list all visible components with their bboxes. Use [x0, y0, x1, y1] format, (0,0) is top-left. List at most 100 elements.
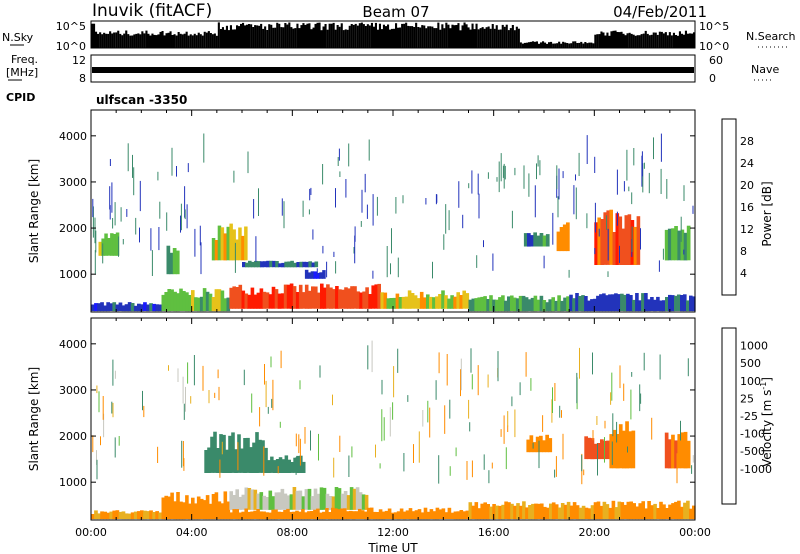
nsky-bar-34	[159, 31, 162, 48]
velocity-cell-10-2	[671, 434, 675, 469]
power-cell-3-28	[314, 286, 318, 309]
nsky-bar-224	[542, 41, 545, 48]
power-cell-9-2	[248, 260, 252, 268]
nsky-bar-35	[161, 31, 164, 48]
power-cell-6-4	[581, 295, 585, 312]
velocity-cell-3-3	[238, 512, 242, 520]
velocity-cell-4-40	[587, 508, 592, 520]
nsky-bar-59	[209, 33, 212, 48]
power-speckle-50	[335, 261, 337, 274]
velocity-cell-3-25	[304, 512, 308, 520]
power-speckle-22	[361, 189, 363, 213]
nave-label: Nave	[751, 63, 779, 76]
velocity-cell-7-2	[532, 442, 537, 453]
nsky-bar-256	[606, 32, 609, 48]
nsky-bar-277	[648, 35, 651, 48]
velocity-cell-3-16	[277, 511, 281, 519]
nsky-bar-32	[155, 35, 158, 48]
power-cell-9-8	[266, 260, 270, 268]
velocity-cell-1-9	[188, 503, 192, 520]
nsky-bar-255	[604, 35, 607, 48]
power-cell-11-5	[539, 233, 544, 247]
nsky-bar-109	[310, 29, 313, 48]
velocity-cell-2-3	[238, 496, 242, 510]
nsky-bar-137	[366, 24, 369, 48]
nsky-bar-250	[594, 34, 597, 48]
power-speckle-4	[462, 214, 464, 229]
nsky-bar-93	[278, 23, 281, 48]
power-speckle-118	[120, 207, 122, 222]
velocity-cell-8-0	[584, 436, 588, 460]
power-cell-6-26	[647, 299, 651, 312]
power-speckle-58	[312, 229, 314, 240]
power-cell-4-18	[435, 296, 439, 309]
power-speckle-19	[653, 137, 654, 160]
velocity-cell-6-0	[267, 460, 271, 473]
velocity-cell-9-0	[609, 434, 614, 469]
velocity-cell-0-18	[146, 511, 150, 519]
nsky-bar-285	[664, 32, 667, 48]
nsky-bar-206	[505, 24, 508, 48]
velocity-cell-7-3	[535, 436, 540, 453]
velocity-cell-9-6	[628, 431, 632, 469]
nsky-bar-180	[453, 25, 456, 48]
nsky-bar-171	[435, 28, 438, 48]
velocity-speckle-159	[96, 459, 98, 480]
power-cell-2-18	[214, 289, 219, 312]
nsky-bar-261	[616, 32, 619, 48]
power-speckle-121	[504, 165, 506, 180]
power-cell-8-3	[220, 227, 225, 261]
velocity-cell-2-27	[310, 496, 315, 510]
nsky-bar-52	[195, 35, 198, 48]
power-speckle-120	[557, 196, 559, 218]
power-ylabel: Slant Range [km]	[27, 159, 41, 263]
power-cell-3-2	[235, 287, 240, 309]
nsky-bar-162	[417, 27, 420, 48]
power-cell-4-1	[383, 292, 388, 309]
nsky-bar-80	[252, 27, 255, 48]
velocity-cell-5-3	[213, 431, 217, 473]
power-cell-6-11	[602, 293, 606, 312]
power-cell-9-14	[284, 261, 288, 268]
power-speckle-10	[158, 227, 160, 251]
velocity-speckle-100	[111, 401, 113, 414]
nsky-bar-48	[187, 35, 190, 48]
power-cell-3-11	[262, 291, 267, 309]
nsky-bar-97	[286, 24, 289, 48]
power-cell-3-6	[247, 294, 252, 309]
power-speckle-146	[372, 194, 374, 226]
power-speckle-9	[122, 239, 124, 245]
velocity-speckle-140	[630, 389, 632, 420]
power-cell-3-13	[268, 294, 273, 309]
power-speckle-98	[171, 147, 173, 176]
power-cell-6-1	[572, 298, 576, 312]
power-cell-1-8	[115, 304, 120, 312]
nsky-bar-293	[680, 33, 683, 48]
velocity-cell-2-15	[274, 492, 279, 510]
velocity-cell-2-14	[271, 496, 276, 510]
velocity-cell-3-51	[381, 511, 386, 520]
velocity-speckle-158	[333, 457, 335, 478]
power-speckle-24	[692, 205, 694, 214]
nsky-bar-219	[531, 41, 534, 48]
power-cell-10-6	[322, 270, 326, 279]
power-speckle-43	[666, 179, 668, 199]
power-cell-6-15	[614, 293, 618, 312]
power-cell-5-33	[566, 296, 570, 312]
velocity-speckle-77	[444, 405, 446, 434]
nsky-bar-60	[211, 34, 214, 48]
velocity-colorbar-tick-7: -1000	[740, 463, 772, 476]
velocity-cell-3-40	[349, 510, 353, 519]
power-cell-1-7	[112, 302, 117, 312]
velocity-speckle-146	[272, 379, 274, 411]
velocity-speckle-150	[92, 435, 94, 453]
velocity-speckle-37	[375, 444, 376, 458]
nsky-bar-71	[233, 29, 236, 48]
velocity-ytick-label-3: 4000	[59, 338, 87, 351]
velocity-cell-2-31	[322, 487, 327, 510]
power-cell-6-13	[608, 294, 612, 312]
velocity-cell-4-8	[492, 504, 496, 520]
nsky-bar-92	[276, 22, 279, 48]
power-speckle-122	[660, 168, 662, 194]
velocity-cell-2-8	[253, 489, 258, 510]
